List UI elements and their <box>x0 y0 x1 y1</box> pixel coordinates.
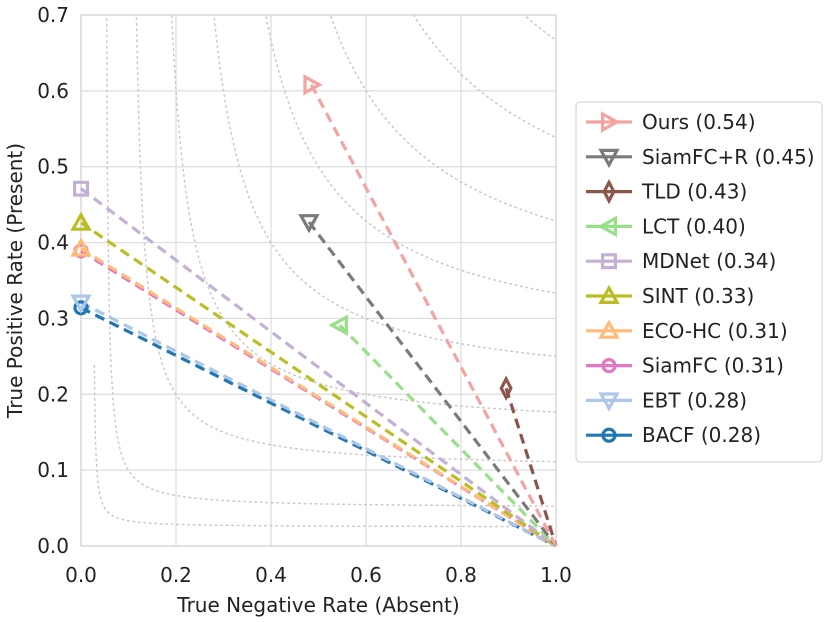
legend-item: LCT (0.40) <box>586 214 746 238</box>
series-ebt <box>80 301 557 548</box>
marker-thin-diamond <box>499 375 513 401</box>
isoline <box>135 15 556 463</box>
isoline <box>213 15 556 358</box>
marker-circle <box>73 300 89 316</box>
y-tick-label: 0.7 <box>37 3 69 27</box>
legend-label: MDNet (0.34) <box>642 249 776 273</box>
series-ours <box>309 84 558 547</box>
isoline <box>93 364 556 528</box>
legend-item: SiamFC+R (0.45) <box>586 145 815 169</box>
legend-label: SiamFC+R (0.45) <box>642 145 815 169</box>
x-tick-label: 0.8 <box>445 563 477 587</box>
series-line <box>80 247 557 548</box>
marker-circle <box>601 427 617 443</box>
grid <box>80 14 557 547</box>
legend-label: BACF (0.28) <box>642 423 761 447</box>
marker-triangle-down <box>598 392 620 412</box>
legend-label: LCT (0.40) <box>642 214 746 238</box>
legend-label: SINT (0.33) <box>642 284 754 308</box>
legend-label: SiamFC (0.31) <box>642 354 784 378</box>
x-tick-label: 0.0 <box>65 563 97 587</box>
y-tick-label: 0.2 <box>37 382 69 406</box>
marker-triangle-right <box>600 111 621 133</box>
y-axis-label: True Positive Rate (Present) <box>3 143 27 419</box>
legend-label: Ours (0.54) <box>642 110 756 134</box>
series-tld <box>504 387 558 547</box>
legend: Ours (0.54) SiamFC+R (0.45) TLD (0.43) LCT … <box>575 101 823 463</box>
marker-triangle-down <box>70 294 92 314</box>
series-line <box>504 387 558 547</box>
isoline <box>105 15 556 507</box>
series-mdnet <box>80 187 557 548</box>
y-tick-label: 0.3 <box>37 306 69 330</box>
x-tick-label: 0.4 <box>255 563 287 587</box>
legend-item: ECO-HC (0.31) <box>586 319 788 343</box>
isoline <box>264 15 556 294</box>
marker-triangle-down <box>298 214 320 234</box>
legend-item: TLD (0.43) <box>586 178 747 205</box>
x-tick-label: 0.2 <box>160 563 192 587</box>
y-tick-label: 0.6 <box>37 79 69 103</box>
marker-triangle-up <box>70 211 92 231</box>
f-score-isolines <box>93 15 556 528</box>
y-tick-label: 0.5 <box>37 155 69 179</box>
marker-triangle-right <box>303 74 323 96</box>
legend-label: TLD (0.43) <box>641 180 747 204</box>
marker-triangle-down <box>598 148 620 169</box>
series-line <box>307 221 558 547</box>
x-tick-label: 1.0 <box>540 563 572 587</box>
series-line <box>338 324 558 548</box>
marker-triangle-up <box>70 237 92 257</box>
y-tick-label: 0.4 <box>37 231 69 255</box>
x-axis-label: True Negative Rate (Absent) <box>176 593 459 617</box>
x-tick-label: 0.6 <box>350 563 382 587</box>
marker-square <box>72 180 90 197</box>
y-tick-label: 0.1 <box>37 458 69 482</box>
isoline <box>170 15 556 413</box>
marker-square <box>600 253 618 270</box>
legend-item: MDNet (0.34) <box>586 249 776 273</box>
series-lct <box>338 324 558 548</box>
series-line <box>80 306 557 548</box>
isoline <box>412 15 556 139</box>
plot-frame <box>80 14 557 547</box>
marker-triangle-left <box>328 314 348 337</box>
series-sint <box>80 221 557 548</box>
series-bacf <box>80 306 557 548</box>
legend-box <box>575 101 823 463</box>
series-line <box>80 187 557 548</box>
legend-item: EBT (0.28) <box>586 388 747 412</box>
marker-triangle-up <box>598 284 620 304</box>
series-layer <box>70 74 558 548</box>
legend-label: EBT (0.28) <box>642 388 747 412</box>
series-line <box>80 301 557 548</box>
isoline <box>329 15 556 222</box>
marker-triangle-left <box>597 215 618 238</box>
legend-item: Ours (0.54) <box>586 110 756 134</box>
y-tick-label: 0.0 <box>37 534 69 558</box>
marker-circle <box>601 358 617 374</box>
legend-label: ECO-HC (0.31) <box>642 319 788 343</box>
y-tick-labels: 0.0 0.1 0.2 0.3 0.4 0.5 0.6 0.7 <box>37 3 69 558</box>
marker-thin-diamond <box>602 178 616 205</box>
legend-item: SINT (0.33) <box>586 284 754 308</box>
x-tick-labels: 0.0 0.2 0.4 0.6 0.8 1.0 <box>65 563 572 587</box>
series-siamfc+r <box>307 221 558 547</box>
legend-item: SiamFC (0.31) <box>586 354 784 378</box>
series-eco-hc <box>80 247 557 548</box>
legend-item: BACF (0.28) <box>586 423 761 447</box>
series-line <box>80 221 557 548</box>
marker-triangle-up <box>598 319 620 339</box>
series-line <box>309 84 558 547</box>
legend-items: Ours (0.54) SiamFC+R (0.45) TLD (0.43) LCT … <box>586 110 815 447</box>
